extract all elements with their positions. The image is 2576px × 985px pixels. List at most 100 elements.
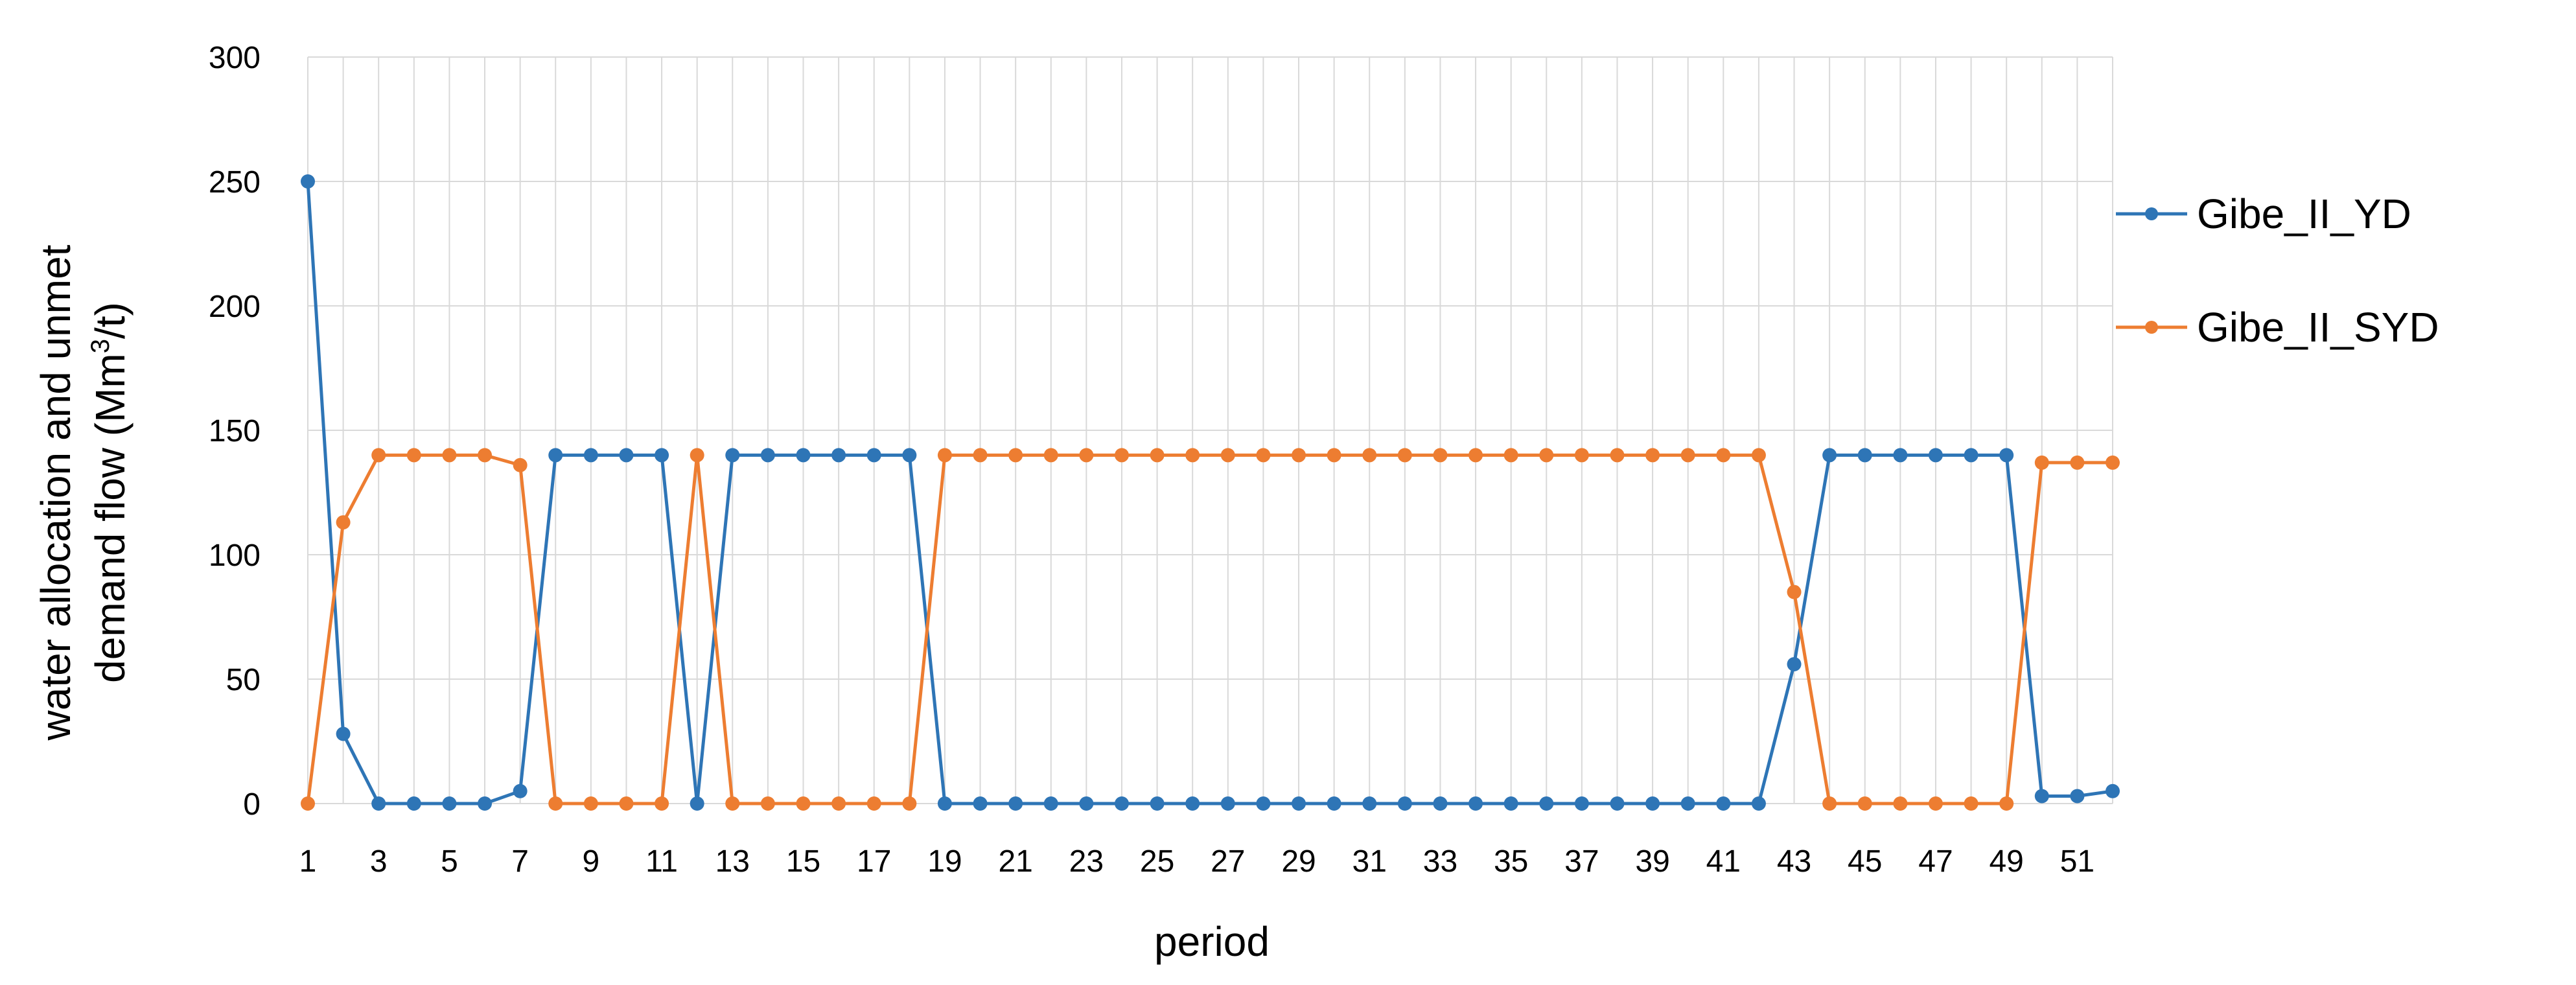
data-point [902, 796, 917, 811]
data-point [831, 448, 846, 463]
y-tick-label: 300 [209, 41, 261, 75]
data-point [1397, 796, 1412, 811]
data-point [1645, 448, 1660, 463]
data-point [1645, 796, 1660, 811]
data-point [1150, 796, 1165, 811]
series-Gibe_II_YD [301, 174, 2120, 811]
series-line [306, 181, 2113, 805]
x-tick-label: 3 [370, 844, 388, 879]
data-point [1716, 448, 1731, 463]
data-point [1857, 796, 1872, 811]
x-tick-label: 7 [511, 844, 529, 879]
data-point [1928, 448, 1943, 463]
data-point [1043, 796, 1058, 811]
data-point [831, 796, 846, 811]
data-point [725, 796, 740, 811]
x-tick-label: 39 [1635, 844, 1669, 879]
data-point [1397, 448, 1412, 463]
legend-marker-yd [2145, 207, 2158, 220]
legend: Gibe_II_YD Gibe_II_SYD [2116, 191, 2439, 351]
data-point [2070, 789, 2085, 804]
data-point [1185, 796, 1200, 811]
data-point [1964, 796, 1978, 811]
data-point [548, 796, 563, 811]
data-point [1928, 796, 1943, 811]
y-axis-title-prefix: demand flow (Mm [87, 353, 133, 683]
data-point [1256, 448, 1271, 463]
x-tick-label: 43 [1777, 844, 1811, 879]
data-point [760, 448, 775, 463]
data-point [336, 515, 351, 530]
data-point [973, 448, 988, 463]
data-point [1999, 796, 2014, 811]
data-point [866, 448, 881, 463]
x-tick-label: 35 [1494, 844, 1528, 879]
x-tick-label: 29 [1281, 844, 1316, 879]
x-tick-label: 11 [645, 844, 678, 879]
data-point [796, 448, 811, 463]
x-tick-label: 49 [1989, 844, 2023, 879]
data-point [301, 796, 315, 811]
data-point [796, 796, 811, 811]
y-tick-label: 200 [209, 290, 261, 324]
data-point [1610, 796, 1625, 811]
gridlines [307, 56, 2113, 804]
legend-label-yd: Gibe_II_YD [2197, 191, 2411, 237]
data-point [1610, 448, 1625, 463]
y-tick-label: 150 [209, 414, 261, 448]
data-point [301, 174, 315, 189]
data-point [1114, 448, 1129, 463]
data-point [1822, 796, 1837, 811]
legend-marker-syd [2145, 321, 2158, 334]
data-point [1150, 448, 1165, 463]
data-point [406, 448, 421, 463]
data-point [760, 796, 775, 811]
y-tick-label: 50 [226, 663, 261, 697]
data-point [1539, 796, 1554, 811]
x-tick-label: 33 [1423, 844, 1457, 879]
data-point [1220, 448, 1235, 463]
data-point [1893, 448, 1908, 463]
data-point [1185, 448, 1200, 463]
legend-item-syd: Gibe_II_SYD [2116, 304, 2439, 351]
data-point [937, 448, 952, 463]
y-axis-title-superscript: 3 [86, 339, 115, 353]
data-point [336, 726, 351, 741]
x-tick-label: 9 [583, 844, 600, 879]
y-axis-title-line1: water allocation and unmet [32, 244, 79, 741]
data-point [1574, 796, 1589, 811]
data-point [2070, 455, 2085, 470]
x-tick-label: 47 [1918, 844, 1953, 879]
data-point [1114, 796, 1129, 811]
data-point [619, 448, 634, 463]
x-tick-label: 25 [1140, 844, 1174, 879]
x-tick-label: 13 [715, 844, 750, 879]
data-point [1008, 448, 1023, 463]
series-line [306, 453, 2113, 805]
data-point [478, 796, 493, 811]
x-tick-label: 31 [1352, 844, 1387, 879]
x-tick-label: 21 [998, 844, 1032, 879]
data-point [1468, 796, 1483, 811]
data-point [655, 448, 669, 463]
x-tick-label: 27 [1211, 844, 1245, 879]
data-point [1893, 796, 1908, 811]
data-point [1220, 796, 1235, 811]
y-tick-label: 0 [243, 787, 261, 822]
x-tick-label: 37 [1564, 844, 1599, 879]
x-axis-title: period [1154, 918, 1270, 965]
y-axis-title-line2: demand flow (Mm3/t) [86, 302, 133, 683]
data-point [1964, 448, 1978, 463]
x-tick-label: 51 [2060, 844, 2094, 879]
data-point [1751, 796, 1766, 811]
data-point [548, 448, 563, 463]
x-tick-label: 45 [1848, 844, 1882, 879]
data-point [1468, 448, 1483, 463]
data-point [1999, 448, 2014, 463]
x-tick-label: 1 [299, 844, 317, 879]
data-point [2034, 455, 2049, 470]
data-point [406, 796, 421, 811]
data-point [902, 448, 917, 463]
data-point [1822, 448, 1837, 463]
